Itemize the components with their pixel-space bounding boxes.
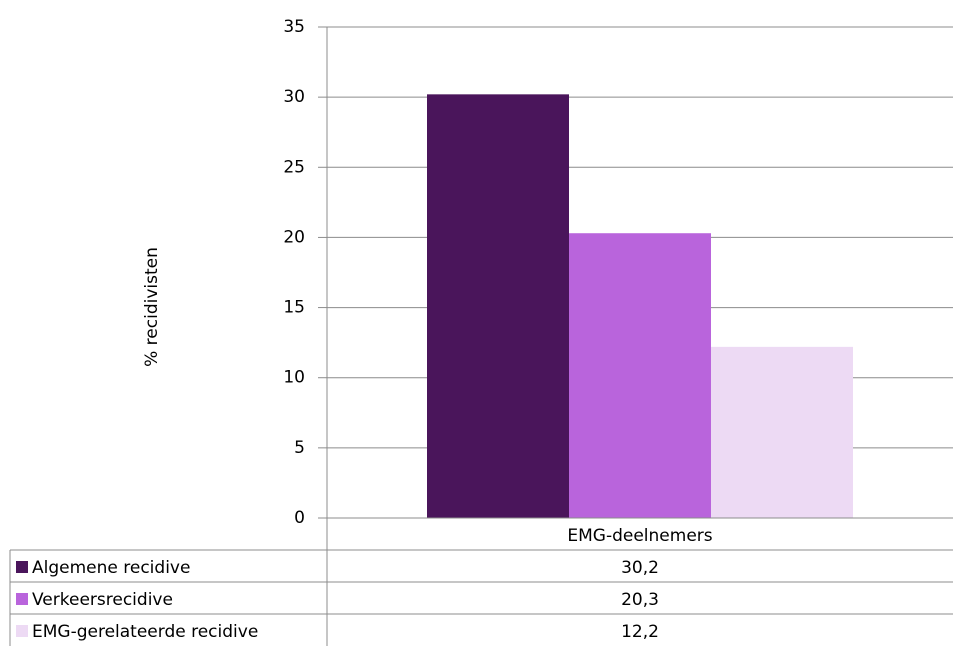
legend-swatch [16,625,28,637]
y-tick-label: 35 [283,17,305,37]
bar [711,346,853,518]
table-value: 30,2 [621,558,659,578]
y-tick-label: 5 [294,438,305,458]
bar [427,94,569,518]
legend-label: Algemene recidive [32,558,190,578]
table-value: 12,2 [621,622,659,642]
legend-label: Verkeersrecidive [32,590,173,610]
legend-swatch [16,561,28,573]
y-tick-label: 10 [283,368,305,388]
bar [569,233,711,518]
y-tick-label: 25 [283,157,305,177]
y-tick-label: 15 [283,298,305,318]
legend-swatch [16,593,28,605]
table-value: 20,3 [621,590,659,610]
y-axis-label: % recidivisten [142,247,162,367]
y-tick-label: 20 [283,227,305,247]
y-tick-label: 30 [283,87,305,107]
y-tick-label: 0 [294,508,305,528]
legend-label: EMG-gerelateerde recidive [32,622,258,642]
x-tick-label: EMG-deelnemers [567,526,712,546]
